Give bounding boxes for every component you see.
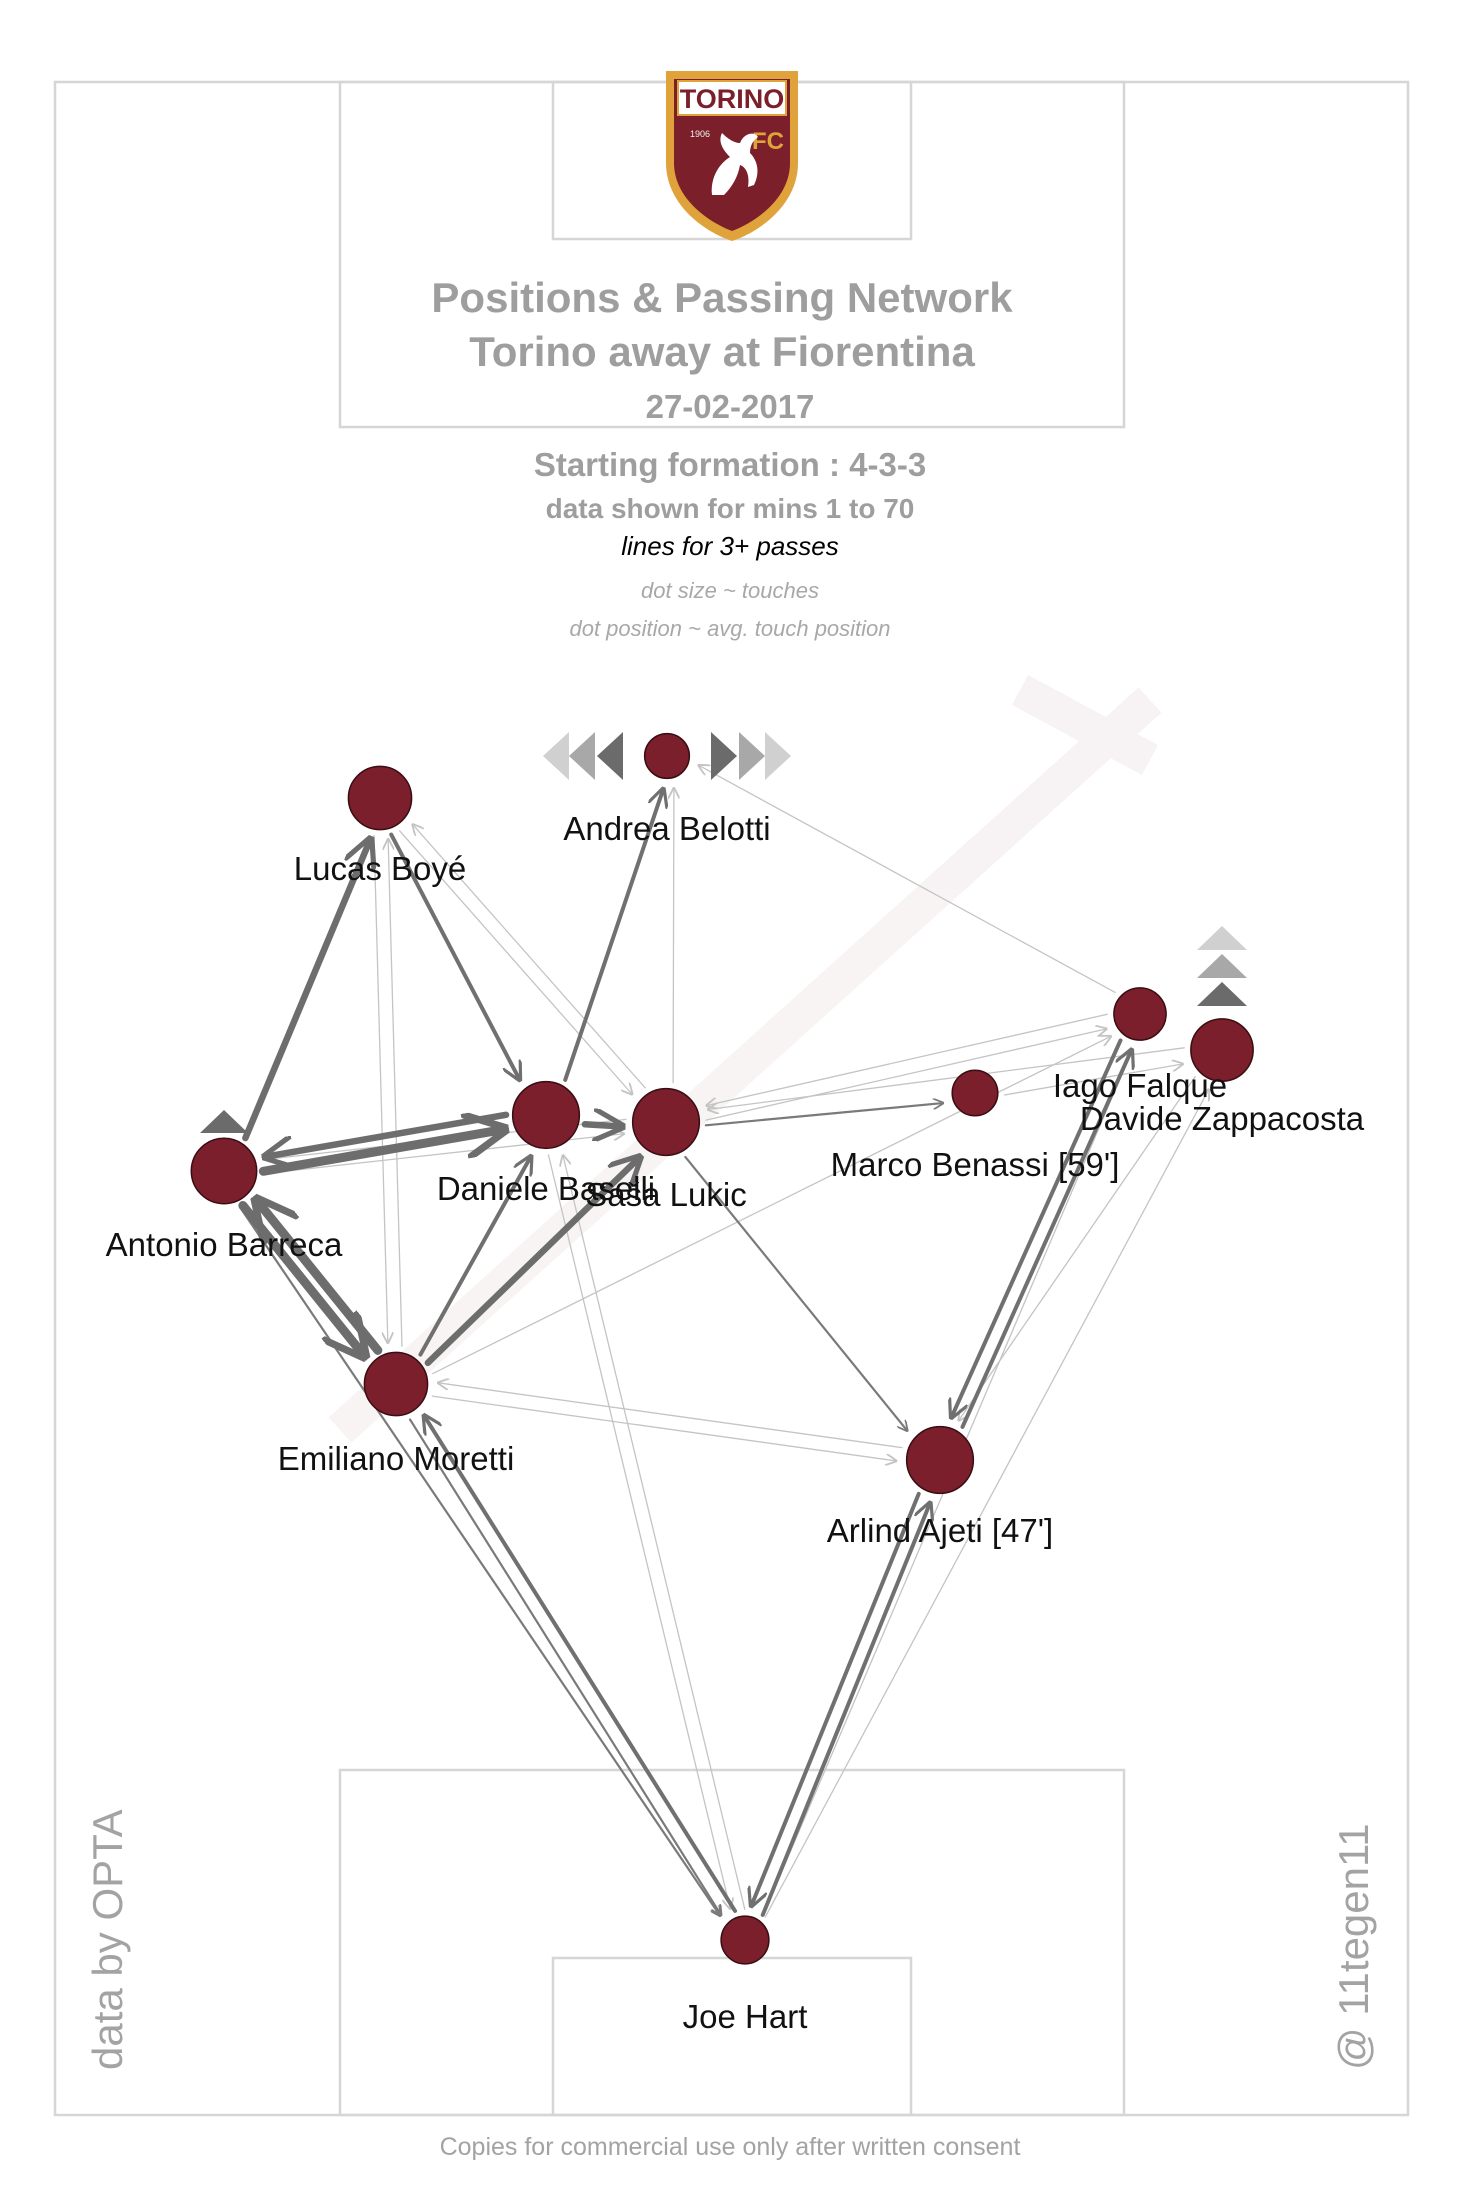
pass-lines: [238, 765, 1209, 1918]
data-source-credit: data by OPTA: [84, 1809, 131, 2070]
player-node-lukic: [631, 1087, 701, 1157]
player-nodes: [190, 732, 1254, 1965]
pass-line-boye-to-moretti: [373, 835, 388, 1343]
header: Positions & Passing Network Torino away …: [431, 274, 1013, 524]
pass-line-benassi-to-zappacosta: [1003, 1064, 1183, 1096]
bottom-goal-box: [551, 1956, 913, 2117]
pass-line-barreca-to-hart: [238, 1205, 720, 1916]
chart-title: Positions & Passing Network: [431, 274, 1013, 321]
pass-line-ajeti-to-hart: [751, 1491, 921, 1906]
player-label-baselli: Daniele Baselli: [437, 1170, 655, 1207]
lines-note: lines for 3+ passes: [621, 531, 839, 561]
pass-line-hart-to-ajeti: [760, 1503, 930, 1917]
pass-line-lukic-to-benassi: [704, 1103, 943, 1127]
pass-line-lukic-to-falque: [705, 1029, 1106, 1121]
dot-size-note: dot size ~ touches: [641, 578, 819, 603]
up-arrow-icon: [1197, 926, 1247, 950]
up-arrow-icon: [200, 1110, 248, 1133]
left-arrow-icon: [597, 732, 623, 780]
crest-banner: [677, 80, 787, 116]
pass-line-moretti-to-baselli: [418, 1156, 531, 1357]
pass-line-boye-to-lukic: [398, 830, 632, 1094]
pass-line-moretti-to-barreca: [256, 1200, 383, 1355]
crest-year: 1906: [690, 129, 710, 139]
player-label-benassi: Marco Benassi [59']: [831, 1146, 1120, 1183]
pass-line-lukic-to-boye: [413, 825, 646, 1089]
pass-line-ajeti-to-moretti: [438, 1383, 903, 1449]
match-subtitle: Torino away at Fiorentina: [469, 328, 975, 375]
pass-line-barreca-to-boye: [242, 839, 370, 1142]
pass-line-baselli-to-belotti: [563, 789, 663, 1082]
pass-line-falque-to-belotti: [699, 765, 1116, 994]
crest-wordmark: TORINO: [680, 84, 785, 114]
pass-line-lukic-to-ajeti: [684, 1155, 907, 1431]
player-node-baselli: [511, 1080, 581, 1150]
player-node-benassi: [951, 1069, 999, 1117]
player-node-barreca: [190, 1137, 258, 1205]
left-arrow-icon: [543, 732, 569, 780]
crest-fc: FC: [752, 128, 784, 155]
player-node-moretti: [363, 1351, 429, 1417]
up-arrow-icon: [1197, 982, 1247, 1006]
player-label-belotti: Andrea Belotti: [563, 810, 770, 847]
bull-emblem-icon: [711, 133, 758, 195]
player-labels: Joe Hart Antonio Barreca Emiliano Moretti D…: [106, 810, 1365, 2035]
player-node-ajeti: [905, 1425, 975, 1495]
formation-label: Starting formation : 4-3-3: [534, 446, 926, 483]
pass-line-baselli-to-hart: [547, 1154, 730, 1909]
player-node-zappacosta: [1190, 1018, 1254, 1082]
minutes-label: data shown for mins 1 to 70: [546, 493, 915, 524]
pass-line-hart-to-baselli: [563, 1156, 746, 1910]
player-label-moretti: Emiliano Moretti: [278, 1440, 515, 1477]
player-label-ajeti: Arlind Ajeti [47']: [827, 1512, 1053, 1549]
pass-line-moretti-to-boye: [388, 839, 403, 1347]
watermark: [328, 675, 1162, 1443]
pass-line-boye-to-baselli: [389, 832, 519, 1080]
pass-line-moretti-to-lukic: [424, 1157, 640, 1367]
up-arrow-icon: [1197, 954, 1247, 978]
right-arrow-icon: [739, 732, 765, 780]
right-arrow-icon: [711, 732, 737, 780]
player-node-boye: [347, 765, 413, 831]
pass-line-baselli-to-lukic: [581, 1124, 622, 1126]
author-credit: @ 11tegen11: [1330, 1823, 1377, 2070]
pass-line-barreca-to-baselli: [258, 1129, 504, 1176]
pass-line-falque-to-lukic: [707, 1013, 1108, 1105]
pass-line-falque-to-ajeti: [951, 1038, 1123, 1417]
player-label-lukic: Saša Lukic: [585, 1176, 746, 1213]
pass-line-zappacosta-to-lukic: [708, 1047, 1185, 1110]
player-label-zappacosta: Davide Zappacosta: [1080, 1100, 1365, 1137]
right-arrow-icon: [765, 732, 791, 780]
player-node-belotti: [643, 732, 691, 780]
torino-crest-logo: TORINO 1906 FC: [666, 71, 798, 241]
pass-line-zappacosta-to-ajeti: [959, 1076, 1196, 1421]
pass-line-lukic-to-belotti: [673, 788, 674, 1084]
left-arrow-icon: [569, 732, 595, 780]
pass-line-moretti-to-hart: [408, 1418, 721, 1915]
dot-position-note: dot position ~ avg. touch position: [569, 616, 890, 641]
footer-consent-note: Copies for commercial use only after wri…: [440, 2133, 1021, 2161]
pass-line-ajeti-to-falque: [960, 1050, 1131, 1429]
player-label-barreca: Antonio Barreca: [106, 1226, 343, 1263]
player-node-falque: [1113, 987, 1167, 1041]
match-date: 27-02-2017: [646, 388, 815, 425]
pass-line-barreca-to-moretti: [238, 1201, 365, 1357]
player-label-hart: Joe Hart: [683, 1998, 808, 2035]
movement-arrows: [200, 732, 1247, 1133]
player-node-hart: [720, 1915, 770, 1965]
player-label-boye: Lucas Boyé: [294, 850, 466, 887]
player-label-falque: Iago Falque: [1053, 1067, 1227, 1104]
pass-line-hart-to-zappacosta: [764, 1090, 1208, 1918]
pass-line-moretti-to-ajeti: [431, 1395, 896, 1461]
pass-line-hart-to-moretti: [424, 1416, 738, 1913]
